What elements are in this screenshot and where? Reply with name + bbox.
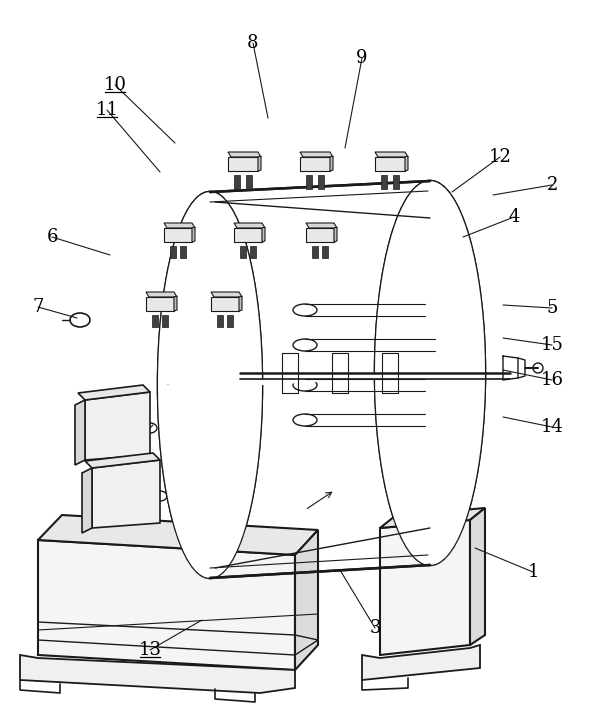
Text: 3: 3 — [369, 619, 381, 637]
Polygon shape — [405, 156, 408, 171]
Polygon shape — [158, 373, 485, 578]
Polygon shape — [38, 540, 295, 670]
Text: 2: 2 — [547, 176, 557, 194]
Polygon shape — [239, 296, 242, 311]
Polygon shape — [330, 156, 333, 171]
Polygon shape — [146, 292, 177, 297]
Text: 1: 1 — [527, 563, 539, 581]
Polygon shape — [380, 520, 470, 655]
Polygon shape — [234, 175, 240, 189]
Text: 12: 12 — [488, 148, 511, 166]
Polygon shape — [78, 385, 150, 400]
Polygon shape — [211, 292, 242, 297]
Polygon shape — [393, 175, 399, 189]
Polygon shape — [234, 228, 262, 242]
Polygon shape — [240, 246, 246, 258]
Polygon shape — [300, 157, 330, 171]
Polygon shape — [312, 246, 318, 258]
Text: 7: 7 — [32, 298, 44, 316]
Polygon shape — [92, 460, 160, 528]
Polygon shape — [228, 157, 258, 171]
Polygon shape — [162, 315, 168, 327]
Polygon shape — [306, 175, 312, 189]
Text: 4: 4 — [508, 208, 520, 226]
Polygon shape — [152, 315, 158, 327]
Polygon shape — [85, 453, 160, 468]
Text: 11: 11 — [95, 101, 119, 119]
Text: 6: 6 — [46, 228, 58, 246]
Polygon shape — [300, 152, 333, 157]
Polygon shape — [228, 152, 261, 157]
Polygon shape — [375, 152, 408, 157]
Polygon shape — [470, 508, 485, 645]
Polygon shape — [250, 246, 256, 258]
Polygon shape — [158, 181, 485, 385]
Polygon shape — [146, 297, 174, 311]
Polygon shape — [217, 315, 223, 327]
Polygon shape — [82, 468, 92, 533]
Polygon shape — [227, 315, 233, 327]
Polygon shape — [192, 227, 195, 242]
Polygon shape — [334, 227, 337, 242]
Polygon shape — [295, 530, 318, 670]
Polygon shape — [164, 223, 195, 228]
Text: 5: 5 — [547, 299, 557, 317]
Polygon shape — [381, 175, 387, 189]
Text: 16: 16 — [541, 371, 563, 389]
Polygon shape — [180, 246, 186, 258]
Polygon shape — [380, 508, 485, 528]
Polygon shape — [375, 157, 405, 171]
Polygon shape — [318, 175, 324, 189]
Text: 14: 14 — [541, 418, 563, 436]
Polygon shape — [258, 156, 261, 171]
Text: 13: 13 — [139, 641, 161, 659]
Text: 9: 9 — [356, 49, 368, 67]
Text: 10: 10 — [104, 76, 127, 94]
Polygon shape — [322, 246, 328, 258]
Polygon shape — [306, 223, 337, 228]
Polygon shape — [362, 645, 480, 680]
Polygon shape — [38, 515, 318, 555]
Text: 15: 15 — [541, 336, 563, 354]
Text: 8: 8 — [247, 34, 259, 52]
Polygon shape — [170, 246, 176, 258]
Polygon shape — [164, 228, 192, 242]
Polygon shape — [174, 296, 177, 311]
Polygon shape — [262, 227, 265, 242]
Polygon shape — [75, 400, 85, 465]
Polygon shape — [20, 655, 295, 693]
Polygon shape — [306, 228, 334, 242]
Polygon shape — [234, 223, 265, 228]
Polygon shape — [211, 297, 239, 311]
Polygon shape — [246, 175, 252, 189]
Polygon shape — [85, 392, 150, 460]
